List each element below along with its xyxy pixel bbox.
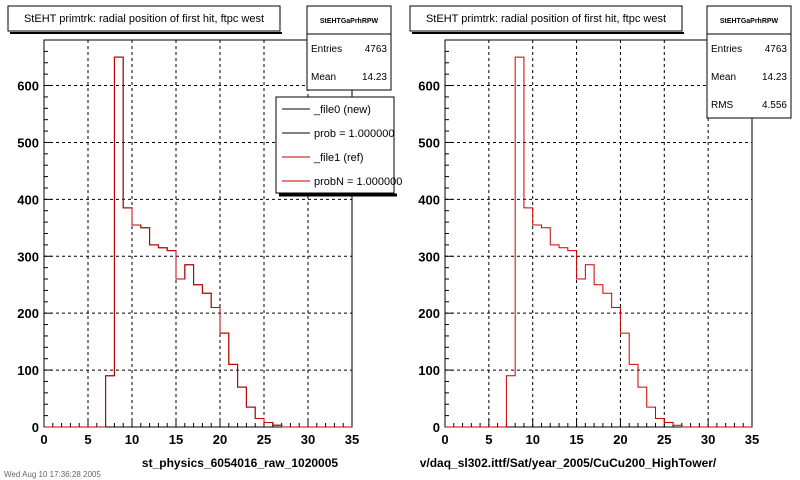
- x-tick-label: 35: [345, 432, 359, 447]
- y-tick-label: 300: [17, 249, 39, 264]
- x-tick-label: 25: [657, 432, 671, 447]
- stats-header: StEHTGaPrhRPW: [320, 18, 379, 25]
- footer-timestamp: Wed Aug 10 17:36:28 2005: [4, 470, 101, 479]
- x-axis-label: v/daq_sl302.ittf/Sat/year_2005/CuCu200_H…: [420, 456, 717, 470]
- stats-label: Mean: [711, 72, 736, 83]
- x-tick-label: 30: [701, 432, 715, 447]
- legend-box: _file0 (new) prob = 1.000000 _file1 (ref) p…: [275, 96, 402, 197]
- stats-frame: [706, 5, 792, 119]
- title-frame: [409, 5, 683, 32]
- x-tick-label: 20: [613, 432, 627, 447]
- x-tick-label: 0: [40, 432, 47, 447]
- x-tick-label: 10: [125, 432, 139, 447]
- x-tick-label: 10: [525, 432, 539, 447]
- stats-label: RMS: [711, 100, 734, 111]
- x-tick-label: 5: [485, 432, 492, 447]
- stats-value: 4763: [365, 44, 388, 55]
- y-tick-label: 0: [433, 420, 440, 435]
- y-tick-label: 500: [418, 135, 440, 150]
- histogram-series-2: [44, 56, 352, 428]
- y-tick-label: 0: [32, 420, 39, 435]
- stats-value: 4763: [765, 44, 788, 55]
- stats-header: StEHTGaPrhRPW: [720, 18, 779, 25]
- x-tick-label: 25: [257, 432, 271, 447]
- histogram-panel-1: 0 5 10 15 20 25 30 35 0 100 200 300 400 500 600 StEHT p…: [7, 5, 402, 470]
- stats-value: 14.23: [362, 72, 387, 83]
- chart-title-box: StEHT primtrk: radial position of first …: [7, 5, 282, 34]
- x-tick-label: 5: [84, 432, 91, 447]
- y-tick-label: 100: [17, 363, 39, 378]
- y-tick-label: 100: [418, 363, 440, 378]
- chart-title: StEHT primtrk: radial position of first …: [426, 13, 666, 25]
- x-tick-label: 0: [441, 432, 448, 447]
- title-frame: [7, 5, 281, 32]
- stats-label: Entries: [711, 44, 742, 55]
- stats-label: Entries: [311, 44, 342, 55]
- stats-box: StEHTGaPrhRPW Entries 4763 Mean 14.23: [306, 5, 392, 91]
- chart-title-box: StEHT primtrk: radial position of first …: [409, 5, 684, 34]
- y-tick-label: 400: [17, 192, 39, 207]
- stats-value: 14.23: [762, 72, 787, 83]
- y-tick-label: 200: [418, 306, 440, 321]
- stats-frame: [306, 5, 392, 91]
- chart-title: StEHT primtrk: radial position of first …: [24, 13, 264, 25]
- y-tick-label: 600: [17, 79, 39, 94]
- x-tick-label: 35: [745, 432, 759, 447]
- x-tick-label: 15: [569, 432, 583, 447]
- stats-value: 4.556: [762, 100, 787, 111]
- y-tick-label: 500: [17, 135, 39, 150]
- histogram-series-1: [445, 56, 752, 428]
- plot-frame: [444, 39, 753, 428]
- stats-box: StEHTGaPrhRPW Entries 4763 Mean 14.23 RMS 4.55…: [706, 5, 792, 119]
- x-axis-label: st_physics_6054016_raw_1020005: [142, 456, 338, 470]
- x-tick-label: 30: [301, 432, 315, 447]
- y-tick-label: 400: [418, 192, 440, 207]
- y-tick-label: 600: [418, 79, 440, 94]
- legend-label: _file1 (ref): [313, 152, 364, 164]
- y-tick-label: 300: [418, 249, 440, 264]
- legend-label: probN = 1.000000: [314, 176, 402, 188]
- legend-label: _file0 (new): [313, 104, 371, 116]
- histogram-panel-2: 0 5 10 15 20 25 30 35 0 100 200 300 400 500 600 StEHT p…: [409, 5, 792, 470]
- y-tick-label: 200: [17, 306, 39, 321]
- stats-label: Mean: [311, 72, 336, 83]
- legend-frame: [275, 96, 395, 194]
- x-tick-label: 20: [213, 432, 227, 447]
- x-tick-label: 15: [169, 432, 183, 447]
- legend-label: prob = 1.000000: [314, 128, 394, 140]
